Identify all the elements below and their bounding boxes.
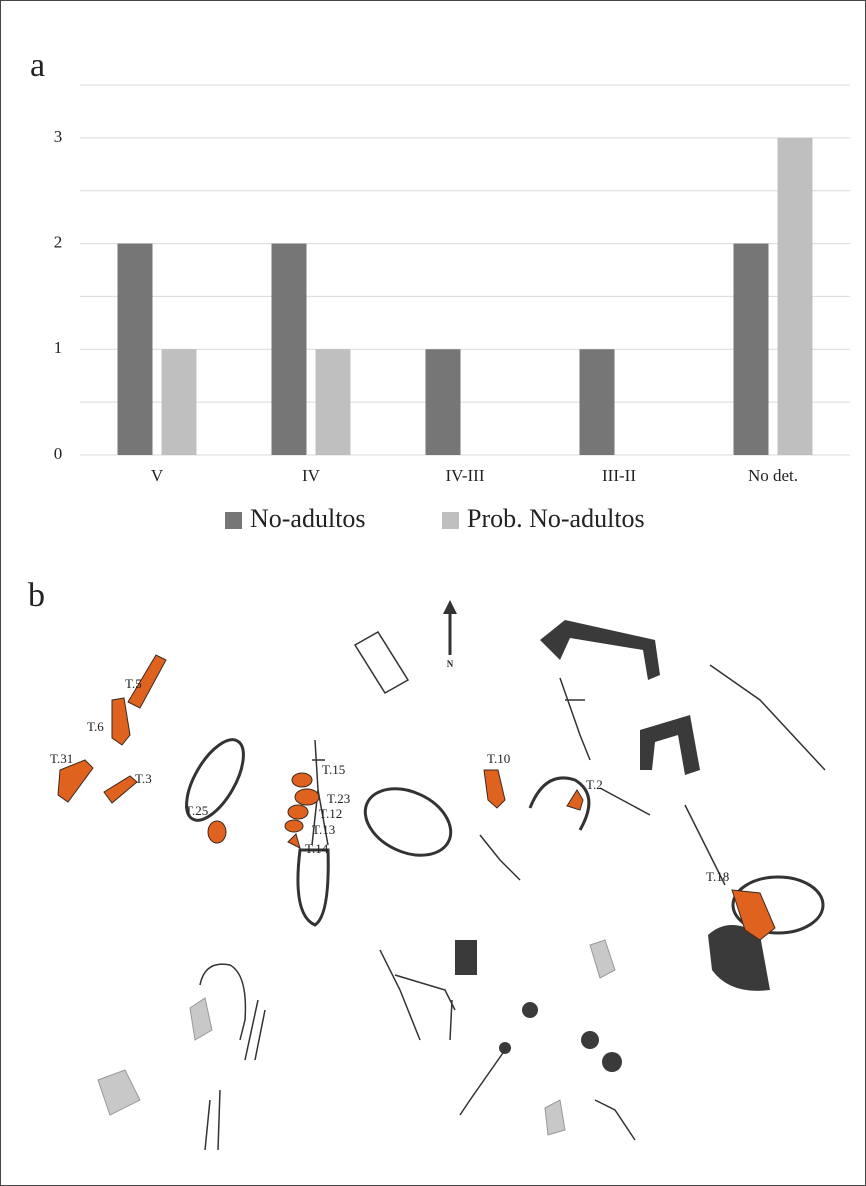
structure (708, 925, 770, 991)
skeleton (244, 999, 266, 1061)
bar (161, 349, 197, 455)
panel-label: b (28, 577, 45, 614)
grave-outline (296, 848, 330, 927)
grave-label: T.6 (87, 719, 104, 734)
grave-outline (353, 630, 410, 695)
child-grave (294, 788, 320, 806)
panel-label: a (30, 47, 45, 84)
skeleton (311, 739, 329, 846)
bar (579, 349, 615, 455)
x-tick-label: No det. (748, 466, 798, 485)
structure (499, 1042, 511, 1054)
x-tick-label: IV-III (445, 466, 484, 485)
grave-outline (528, 776, 591, 831)
structure (522, 1002, 538, 1018)
grave-label: T.10 (487, 751, 510, 766)
bar (733, 243, 769, 455)
bar (271, 243, 307, 455)
stone (544, 1099, 566, 1136)
grave-outline (185, 738, 245, 822)
child-grave (291, 772, 313, 788)
y-tick-label: 3 (54, 127, 63, 146)
child-grave (287, 804, 309, 820)
child-grave (731, 889, 776, 941)
structure (540, 620, 660, 680)
legend-label: Prob. No-adultos (467, 504, 645, 533)
legend-swatch (442, 512, 459, 529)
grave-label: T.3 (135, 771, 152, 786)
bar (777, 137, 813, 455)
grave-label: T.2 (586, 777, 603, 792)
grave-label: T.13 (312, 822, 335, 837)
grave-label: T.14 (305, 841, 329, 856)
skeleton (204, 1089, 221, 1151)
x-tick-label: IV (302, 466, 321, 485)
child-grave (483, 769, 506, 809)
child-grave (207, 820, 227, 844)
x-tick-label: V (151, 466, 164, 485)
north-arrow-head (443, 600, 457, 614)
skeleton (559, 677, 591, 761)
structure (455, 940, 477, 975)
skeleton (379, 949, 456, 1041)
child-grave (284, 819, 304, 833)
stone (589, 939, 616, 979)
skeleton (709, 664, 826, 771)
bar (425, 349, 461, 455)
skeleton (594, 1099, 636, 1141)
grave-label: T.15 (322, 762, 345, 777)
site-plan (57, 600, 826, 1151)
skeleton (599, 787, 726, 886)
grave-outline (731, 875, 825, 935)
skeleton (459, 1049, 506, 1116)
structure (640, 715, 700, 775)
child-grave (127, 654, 167, 709)
y-tick-label: 1 (54, 338, 63, 357)
grave-outline (199, 963, 247, 1041)
x-tick-label: III-II (602, 466, 636, 485)
y-tick-label: 2 (54, 232, 63, 251)
stone (97, 1069, 141, 1116)
grave-label: T.25 (185, 803, 208, 818)
stone (189, 997, 213, 1041)
legend-swatch (225, 512, 242, 529)
child-grave (566, 789, 584, 811)
grave-label: T.12 (319, 806, 342, 821)
y-tick-label: 0 (54, 444, 63, 463)
bar (315, 349, 351, 455)
structure (602, 1052, 622, 1072)
grave-label: T.5 (125, 676, 142, 691)
grave-label: T.23 (327, 791, 350, 806)
legend-label: No-adultos (250, 504, 366, 533)
grave-outline (363, 787, 453, 857)
grave-label: T.18 (706, 869, 729, 884)
bar (117, 243, 153, 455)
child-grave (287, 833, 301, 849)
structure (581, 1031, 599, 1049)
child-grave (111, 697, 131, 746)
child-grave (57, 759, 94, 803)
north-label: N (447, 659, 454, 669)
grave-label: T.31 (50, 751, 73, 766)
skeleton (479, 834, 521, 881)
child-grave (103, 775, 138, 804)
